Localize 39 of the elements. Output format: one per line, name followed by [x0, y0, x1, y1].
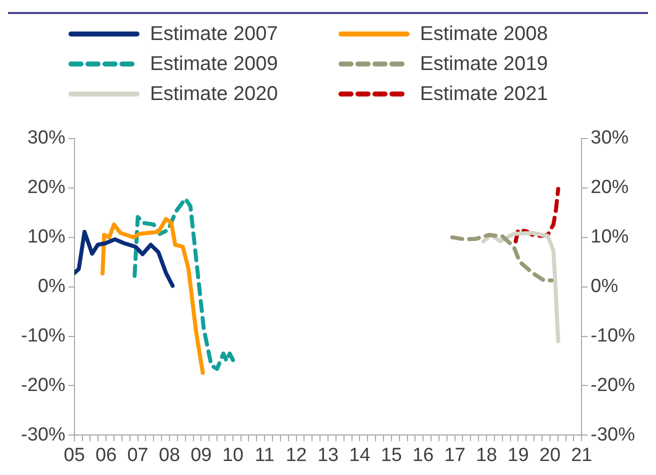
y2-tick-label: 10%	[590, 226, 629, 248]
line-series	[450, 232, 554, 282]
y2-tick-label: -20%	[590, 374, 636, 396]
x-tick-label: 16	[412, 444, 434, 466]
x-tick-label: 13	[317, 444, 339, 466]
x-tick-label: 05	[64, 444, 85, 466]
x-tick-label: 07	[127, 444, 148, 466]
x-tick-label: 09	[190, 444, 212, 466]
y2-tick-label: -30%	[590, 424, 636, 446]
y-tick-label: -20%	[20, 374, 66, 396]
x-tick-label: 10	[222, 444, 244, 466]
x-tick-label: 14	[349, 444, 371, 466]
x-tick-label: 11	[254, 444, 274, 466]
y2-tick-label: 30%	[590, 128, 629, 149]
x-tick-label: 17	[444, 444, 466, 466]
y-tick-label: 30%	[27, 128, 66, 149]
y-tick-label: 20%	[27, 177, 66, 198]
y-tick-label: 0%	[38, 276, 66, 298]
legend-label: Estimate 2007	[150, 22, 278, 46]
x-tick-label: 15	[380, 444, 402, 466]
x-tick-label: 19	[508, 444, 529, 466]
x-tick-label: 18	[476, 444, 498, 466]
legend-label: Estimate 2008	[420, 22, 548, 46]
x-tick-label: 21	[571, 444, 592, 466]
y-tick-label: -30%	[20, 424, 66, 446]
x-tick-label: 12	[286, 444, 307, 466]
x-tick-label: 06	[95, 444, 117, 466]
x-tick-label: 20	[539, 444, 561, 466]
y2-tick-label: 0%	[590, 276, 618, 298]
line-series	[514, 186, 560, 244]
legend-label: Estimate 2021	[420, 82, 548, 106]
legend-label: Estimate 2009	[150, 52, 278, 76]
y-tick-label: 10%	[27, 226, 66, 248]
x-tick-label: 08	[158, 444, 180, 466]
y2-tick-label: 20%	[590, 177, 629, 198]
legend-label: Estimate 2019	[420, 52, 548, 76]
y-tick-label: -10%	[20, 326, 66, 346]
y2-tick-label: -10%	[590, 326, 636, 346]
legend-label: Estimate 2020	[150, 82, 278, 106]
